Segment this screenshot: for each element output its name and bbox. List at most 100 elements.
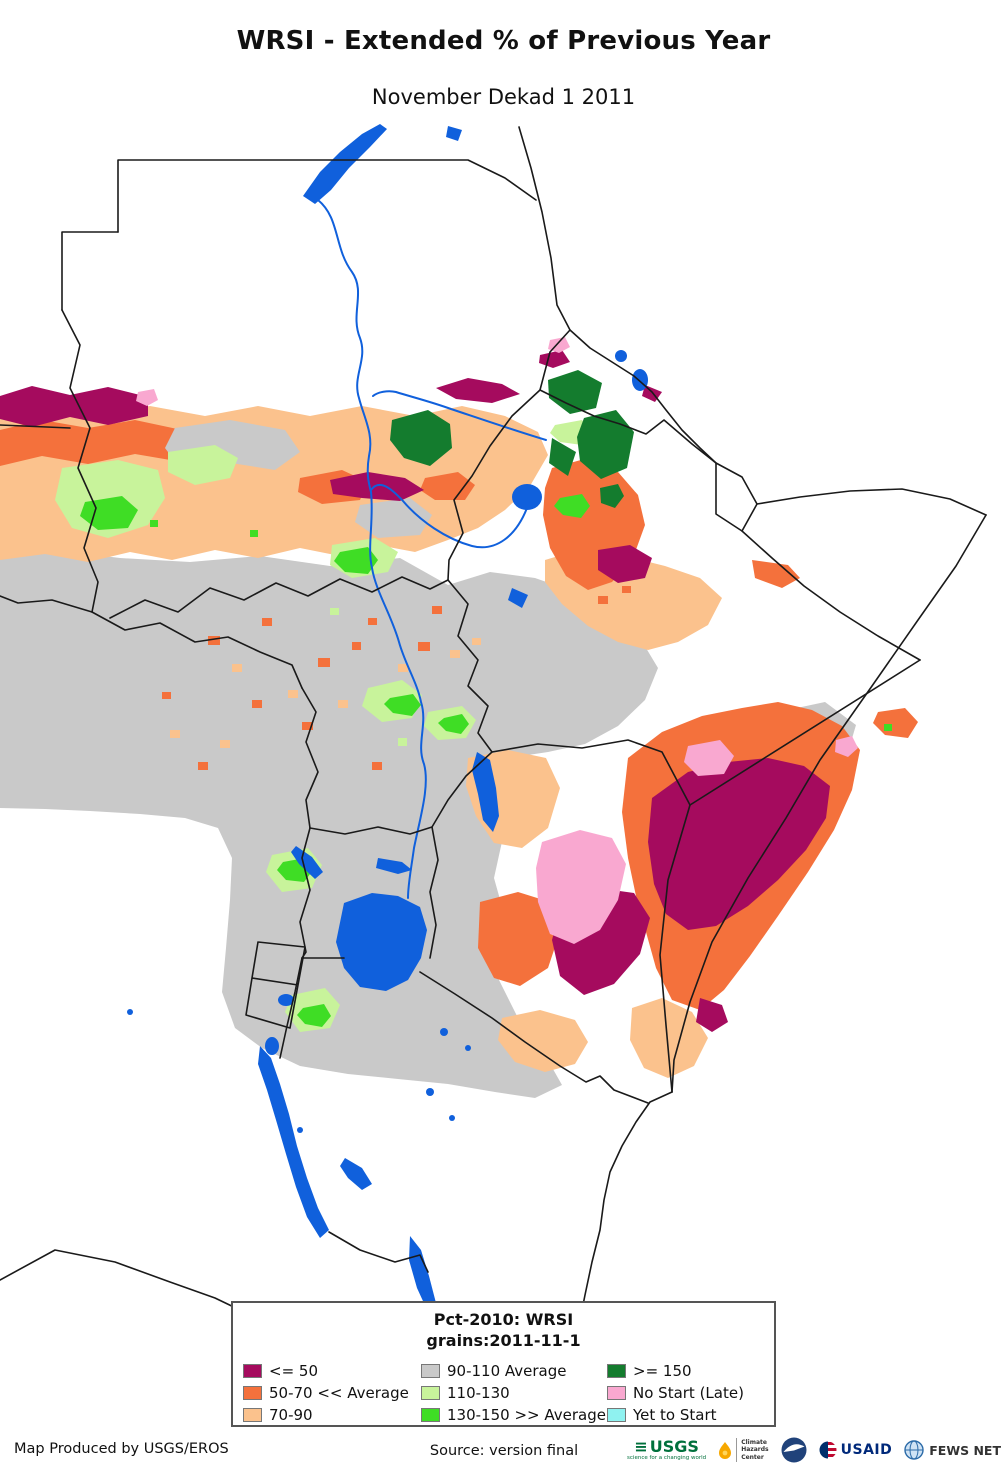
legend-item: 70-90: [243, 1406, 421, 1424]
ethiopia-southsudan-border: [447, 579, 493, 753]
region-nostart-pink: [136, 337, 858, 944]
legend-label: <= 50: [269, 1361, 318, 1380]
kenya-tanzania-coastline: [579, 1091, 673, 1321]
rivers: [317, 199, 547, 899]
tanzania-west-border: [279, 957, 303, 1059]
gulf-of-aden-coastline: [756, 488, 987, 516]
lake-victoria: [336, 893, 427, 991]
ethiopia-sudan-border: [447, 389, 541, 581]
kenya-tanzania-border: [419, 971, 649, 1104]
legend-item: 90-110 Average: [421, 1362, 607, 1380]
map-title: WRSI - Extended % of Previous Year: [236, 26, 771, 56]
legend-item: 50-70 << Average: [243, 1384, 421, 1402]
source-text: Source: version final: [429, 1443, 579, 1459]
legend-label: Yet to Start: [633, 1405, 717, 1424]
usgs-logo-text: USGS: [649, 1436, 699, 1456]
legend-box: Pct-2010: WRSI grains:2011-11-1 <= 50 50…: [231, 1301, 776, 1427]
legend-item: >= 150: [607, 1362, 774, 1380]
white-nile-river: [369, 491, 427, 899]
drc-southsudan-border: [301, 687, 319, 829]
legend-swatch-le50: [243, 1363, 262, 1378]
chc-line1: Climate: [741, 1439, 767, 1447]
lake-malawi: [409, 1236, 436, 1312]
tanzania-south-border: [328, 1231, 429, 1273]
legend-label: 110-130: [447, 1383, 510, 1402]
chad-sudan-border: [61, 309, 99, 613]
drc-bottom-border: [0, 1249, 241, 1311]
usgs-tagline: science for a changing world: [627, 1454, 707, 1461]
legend-label: 70-90: [269, 1405, 313, 1424]
lakes: [127, 124, 648, 1312]
eritrea-borders: [539, 329, 717, 464]
legend-swatch-130-150: [421, 1407, 440, 1422]
nile-river: [317, 199, 372, 493]
legend-swatch-50-70: [243, 1385, 262, 1400]
legend-label: No Start (Late): [633, 1383, 744, 1402]
kenya-somalia-border: [659, 804, 691, 1093]
wrsi-data-overlay: [0, 337, 918, 1098]
produced-by-text: Map Produced by USGS/EROS: [14, 1441, 229, 1457]
legend-label: >= 150: [633, 1361, 692, 1380]
chc-line2: Hazards: [741, 1446, 769, 1454]
map-subtitle: November Dekad 1 2011: [371, 85, 636, 109]
legend-swatch-70-90: [243, 1407, 262, 1422]
region-ge150-darkgreen: [390, 370, 634, 508]
uganda-kenya-border: [429, 826, 439, 959]
chad-line: [0, 424, 71, 429]
footer-logos: ≡ USGS science for a changing world Clim…: [627, 1432, 1001, 1468]
lake-tanganyika: [258, 1046, 329, 1238]
country-borders: [0, 126, 987, 1321]
libya-border: [61, 231, 119, 311]
usaid-shield-icon: [819, 1441, 837, 1459]
sudan-southsudan-border: [109, 576, 449, 619]
chc-logo: Climate Hazards Center: [718, 1438, 769, 1462]
egypt-sudan-border: [117, 159, 537, 233]
chc-line3: Center: [741, 1453, 764, 1461]
legend-item: <= 50: [243, 1362, 421, 1380]
rwanda-burundi-borders: [245, 941, 306, 1029]
legend-label: 90-110 Average: [447, 1361, 567, 1380]
djibouti-border: [715, 462, 758, 532]
red-sea-coastline: [518, 126, 717, 464]
fewsnet-logo-text: FEWS NET: [929, 1442, 1001, 1458]
legend-grid: <= 50 50-70 << Average 70-90 90-110 Aver…: [243, 1360, 774, 1426]
legend-item: 130-150 >> Average: [421, 1406, 607, 1424]
noaa-logo-icon: [781, 1437, 807, 1463]
legend-item: 110-130: [421, 1384, 607, 1402]
legend-item: Yet to Start: [607, 1406, 774, 1424]
fewsnet-globe-icon: [904, 1440, 924, 1460]
chc-flame-icon: [719, 1442, 732, 1459]
legend-swatch-110-130: [421, 1385, 440, 1400]
indian-ocean-coastline: [671, 514, 987, 1093]
lake-kyoga: [376, 858, 412, 874]
legend-label: 130-150 >> Average: [447, 1405, 606, 1424]
lakes-and-rivers: [127, 124, 648, 1312]
usaid-logo-text: USAID: [840, 1442, 893, 1458]
lake-rukwa: [340, 1158, 372, 1190]
ethiopia-somalia-north-border: [741, 530, 921, 661]
legend-label: 50-70 << Average: [269, 1383, 409, 1402]
legend-swatch-nostart: [607, 1385, 626, 1400]
legend-item: No Start (Late): [607, 1384, 774, 1402]
usgs-logo: ≡ USGS science for a changing world: [627, 1436, 707, 1462]
usgs-waves-icon: ≡: [634, 1436, 648, 1456]
car-borders: [0, 595, 303, 689]
uganda-southsudan-border: [309, 751, 493, 835]
chc-divider: [736, 1438, 738, 1462]
ethiopia-somalia-diagonal: [689, 659, 921, 806]
legend-title-line2: grains:2011-11-1: [426, 1330, 581, 1350]
fewsnet-logo: FEWS NET: [904, 1440, 1001, 1460]
legend-swatch-yettostart: [607, 1407, 626, 1422]
legend-title-line1: Pct-2010: WRSI: [433, 1310, 574, 1329]
blue-nile-river: [370, 483, 528, 549]
lake-turkana: [472, 752, 499, 832]
legend-swatch-ge150: [607, 1363, 626, 1378]
uganda-drc-border: [299, 827, 311, 959]
lake-albert: [291, 846, 323, 879]
legend-swatch-90-110: [421, 1363, 440, 1378]
lake-nasser: [303, 124, 387, 204]
atbara-river: [372, 390, 547, 441]
usaid-logo: USAID: [819, 1441, 893, 1459]
